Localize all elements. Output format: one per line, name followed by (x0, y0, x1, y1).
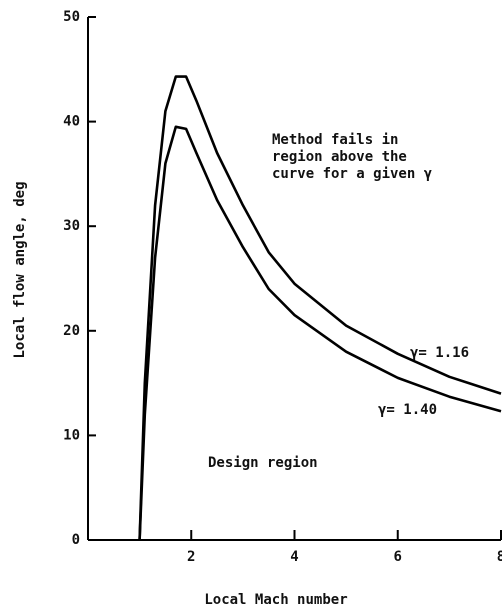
x-tick-label: 4 (290, 549, 298, 565)
annotation: Method fails in (272, 132, 398, 148)
x-tick-label: 8 (497, 549, 502, 565)
series-label: γ= 1.16 (410, 345, 469, 361)
annotation: Design region (208, 455, 318, 471)
x-tick-label: 2 (187, 549, 195, 565)
series-line (138, 75, 502, 541)
y-tick-label: 20 (63, 323, 80, 339)
series-label: γ= 1.40 (378, 402, 437, 418)
y-tick-label: 10 (63, 427, 80, 443)
x-axis-label: Local Mach number (204, 592, 347, 607)
x-tick-label: 6 (394, 549, 402, 565)
series-line (138, 125, 502, 541)
y-tick-label: 50 (63, 9, 80, 25)
y-tick-label: 30 (63, 218, 80, 234)
y-axis-label: Local flow angle, deg (12, 181, 28, 358)
y-tick-label: 40 (63, 114, 80, 130)
annotation: region above the (272, 149, 407, 165)
annotation: curve for a given γ (272, 166, 432, 182)
y-tick-label: 0 (72, 532, 80, 548)
